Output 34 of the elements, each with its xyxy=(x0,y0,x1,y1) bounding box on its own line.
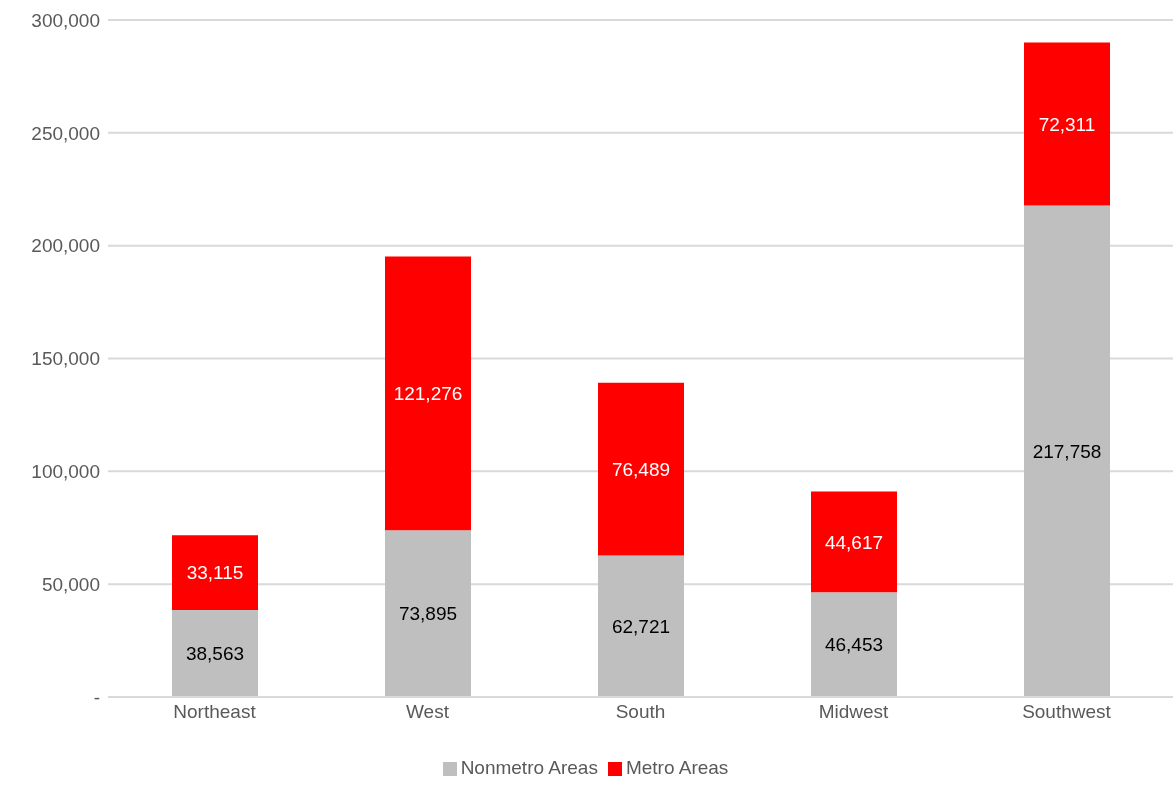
data-label: 76,489 xyxy=(611,458,671,480)
bar xyxy=(598,382,684,556)
data-label: 38,563 xyxy=(185,643,245,665)
y-tick-label: 100,000 xyxy=(31,461,100,483)
data-label: 46,453 xyxy=(824,634,884,656)
bar xyxy=(811,592,897,697)
x-tick-label: Southwest xyxy=(1022,701,1112,723)
y-tick-label: 50,000 xyxy=(41,573,100,595)
data-label: 217,758 xyxy=(1032,441,1102,463)
bar xyxy=(385,256,471,531)
data-label: 121,276 xyxy=(393,383,463,405)
legend-label: Metro Areas xyxy=(625,757,729,778)
y-tick-label: 200,000 xyxy=(31,235,100,257)
data-label: 33,115 xyxy=(186,562,244,584)
y-tick-label: 250,000 xyxy=(31,122,100,144)
y-tick-label: 300,000 xyxy=(31,9,100,31)
bar xyxy=(1024,205,1110,697)
bar xyxy=(172,535,258,610)
x-tick-label: West xyxy=(406,701,450,723)
data-label: 44,617 xyxy=(824,531,884,553)
y-tick-label: - xyxy=(93,686,100,708)
bar xyxy=(385,530,471,697)
data-label: 72,311 xyxy=(1038,113,1096,135)
legend-label: Nonmetro Areas xyxy=(460,757,598,778)
bar xyxy=(598,555,684,697)
bar xyxy=(811,491,897,593)
bar xyxy=(1024,42,1110,206)
x-tick-label: Midwest xyxy=(818,701,890,723)
data-label: 73,895 xyxy=(398,603,458,625)
x-tick-label: South xyxy=(615,701,666,723)
data-label: 62,721 xyxy=(611,615,671,637)
y-tick-label: 150,000 xyxy=(31,348,100,370)
x-tick-label: Northeast xyxy=(173,701,257,723)
bar xyxy=(172,609,258,697)
